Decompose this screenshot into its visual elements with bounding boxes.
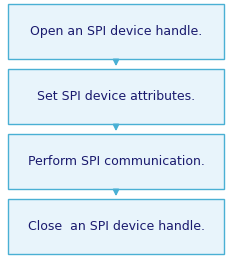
FancyBboxPatch shape	[8, 134, 223, 189]
Text: Close  an SPI device handle.: Close an SPI device handle.	[27, 220, 204, 233]
Text: Open an SPI device handle.: Open an SPI device handle.	[30, 25, 201, 38]
FancyBboxPatch shape	[8, 69, 223, 124]
FancyBboxPatch shape	[8, 199, 223, 254]
FancyBboxPatch shape	[8, 4, 223, 59]
Text: Perform SPI communication.: Perform SPI communication.	[27, 155, 204, 168]
Text: Set SPI device attributes.: Set SPI device attributes.	[37, 90, 194, 103]
